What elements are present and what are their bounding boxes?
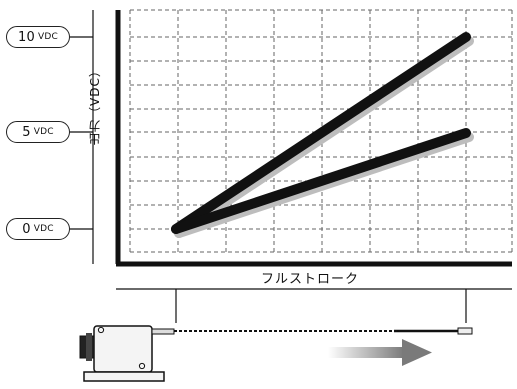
voltage-value: 5 — [22, 124, 31, 140]
series-group — [171, 32, 474, 238]
series-line-0-5v — [171, 128, 471, 234]
sensor-body — [79, 325, 175, 382]
direction-arrow — [328, 339, 432, 366]
y-axis-label: 出力（VDC） — [88, 64, 102, 146]
voltage-value: 10 — [18, 29, 35, 45]
grid — [129, 9, 513, 253]
x-axis-label: フルストローク — [260, 272, 359, 287]
measuring-cable — [174, 327, 473, 335]
voltage-value: 0 — [22, 221, 31, 237]
voltage-unit: VDC — [33, 224, 54, 234]
label-10vdc: 10 VDC — [6, 26, 70, 48]
label-5vdc: 5 VDC — [6, 121, 70, 143]
voltage-unit: VDC — [37, 32, 58, 42]
voltage-unit: VDC — [33, 127, 54, 137]
label-0vdc: 0 VDC — [6, 218, 70, 240]
series-line-0-10v — [171, 32, 471, 234]
